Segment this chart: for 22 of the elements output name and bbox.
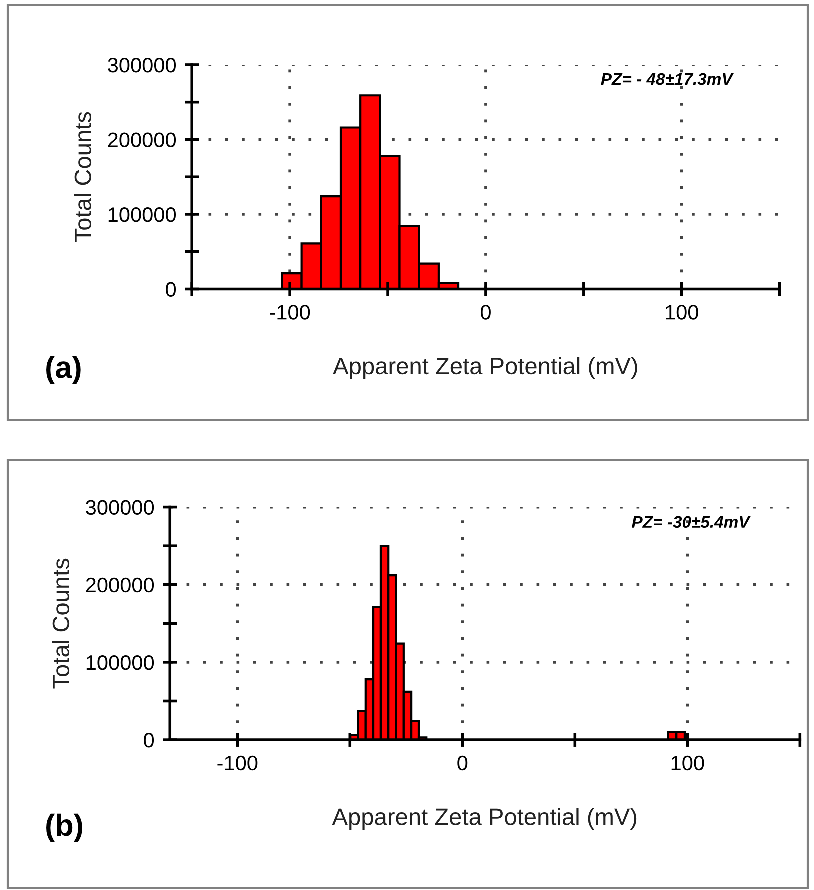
x-tick-label: 100 bbox=[672, 756, 704, 771]
annotation: PZ= -30±5.4mV bbox=[632, 516, 751, 528]
x-tick-label: 100 bbox=[666, 305, 698, 320]
y-tick-label: 300000 bbox=[86, 500, 154, 516]
x-axis-title: Apparent Zeta Potential (mV) bbox=[333, 357, 638, 380]
x-tick-label: -100 bbox=[218, 756, 258, 771]
y-axis-title: Total Counts bbox=[52, 558, 70, 689]
y-tick-label: 100000 bbox=[108, 207, 176, 222]
y-tick-label: 200000 bbox=[108, 132, 176, 148]
y-tick-label: 200000 bbox=[86, 578, 154, 593]
y-axis-title: Total Counts bbox=[74, 112, 92, 242]
y-tick-label: 300000 bbox=[108, 58, 176, 73]
y-tick-label: 100000 bbox=[86, 655, 154, 670]
x-tick-label: 0 bbox=[480, 305, 491, 320]
x-tick-label: 0 bbox=[458, 756, 468, 771]
x-tick-label: -100 bbox=[270, 305, 310, 320]
text: (b) bbox=[46, 814, 82, 842]
x-axis-title: Apparent Zeta Potential (mV) bbox=[332, 808, 637, 830]
text: (a) bbox=[46, 356, 81, 384]
annotation: PZ= - 48±17.3mV bbox=[601, 73, 734, 86]
y-tick-label: 0 bbox=[166, 282, 176, 298]
y-tick-label: 0 bbox=[144, 733, 154, 748]
